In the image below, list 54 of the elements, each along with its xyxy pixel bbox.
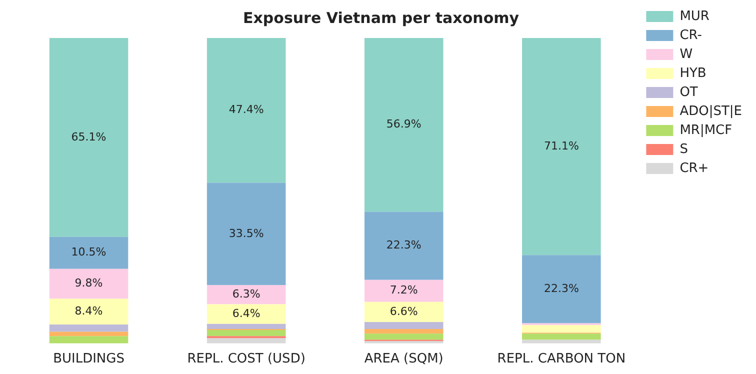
bar <box>364 212 444 280</box>
data-label: 71.1% <box>544 139 579 152</box>
bar <box>206 38 286 183</box>
data-label: 8.4% <box>74 304 103 318</box>
data-label: 6.6% <box>390 304 418 318</box>
bar <box>364 38 444 212</box>
bar <box>49 38 128 237</box>
x-tick-label: BUILDINGS <box>53 352 124 367</box>
legend-label: OT <box>680 84 698 100</box>
bar <box>522 255 601 324</box>
data-label: 22.3% <box>544 282 579 296</box>
bar <box>49 336 128 344</box>
legend-label: HYB <box>680 66 706 81</box>
data-label: 33.5% <box>228 226 264 240</box>
bar <box>49 332 128 336</box>
bar <box>522 340 601 344</box>
bar <box>206 338 286 344</box>
x-tick-label: AREA (SQM) <box>364 352 444 367</box>
bar <box>364 329 444 334</box>
legend-label: MUR <box>680 8 710 24</box>
legend-label: CR- <box>680 28 702 43</box>
data-label: 56.9% <box>386 118 422 131</box>
bar <box>49 236 128 269</box>
data-label: 65.1% <box>71 130 106 144</box>
legend-label: W <box>680 46 693 62</box>
data-label: 47.4% <box>228 103 264 116</box>
data-label: 22.3% <box>386 238 422 252</box>
bar <box>49 298 128 324</box>
bar <box>522 38 601 256</box>
legend-label: MR|MCF <box>680 122 732 138</box>
data-label: 7.2% <box>390 284 418 297</box>
bar <box>206 285 286 304</box>
bar <box>49 268 128 299</box>
data-label: 6.3% <box>232 288 260 301</box>
bar <box>522 325 601 333</box>
bar <box>364 302 444 322</box>
bar <box>364 280 444 302</box>
bar <box>522 334 601 340</box>
bar <box>206 182 286 286</box>
legend-label: CR+ <box>680 160 709 176</box>
data-label: 9.8% <box>74 276 103 290</box>
legend-label: S <box>680 142 688 157</box>
bar <box>364 334 444 340</box>
bar <box>364 322 444 330</box>
bar <box>206 304 286 324</box>
data-label: 6.4% <box>232 306 260 320</box>
bar <box>49 324 128 332</box>
chart-title: Exposure Vietnam per taxonomy <box>242 8 520 27</box>
legend-label: ADO|ST|E <box>680 104 742 119</box>
bar <box>206 324 286 330</box>
bar <box>206 330 286 336</box>
x-tick-label: REPL. COST (USD) <box>187 352 306 367</box>
x-tick-label: REPL. CARBON TON <box>497 352 626 367</box>
data-label: 10.5% <box>71 246 106 259</box>
